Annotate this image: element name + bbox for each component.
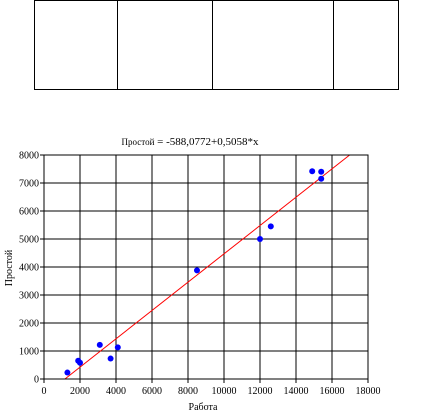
y-tick-label: 1000: [19, 347, 39, 358]
data-point: [194, 267, 200, 274]
data-points: [64, 168, 325, 376]
data-point: [77, 359, 83, 366]
data-point: [257, 236, 263, 242]
data-point: [114, 344, 121, 351]
data-point: [64, 369, 71, 376]
y-tick-label: 8000: [19, 151, 39, 162]
x-tick-label: 2000: [70, 386, 90, 397]
x-tick-label: 4000: [106, 386, 126, 397]
table-row: [34, 0, 399, 90]
data-point: [107, 355, 114, 362]
x-tick-label: 8000: [178, 386, 198, 397]
grid: [43, 154, 369, 380]
y-tick-label: 5000: [19, 235, 39, 246]
chart-title: Простой = -588,0772+0,5058*x: [122, 136, 259, 148]
x-tick-label: 18000: [356, 386, 381, 397]
x-tick-label: 6000: [142, 386, 162, 397]
table-cell: [34, 0, 118, 90]
x-tick-label: 0: [42, 386, 47, 397]
y-tick-label: 0: [34, 375, 39, 386]
x-tick-labels: 0 2000 4000 6000 8000 10000 12000 14000 16000 180…: [42, 379, 381, 397]
chart-title-equation: = -588,0772+0,5058*x: [154, 136, 259, 148]
empty-table: [34, 0, 399, 90]
y-tick-label: 3000: [19, 291, 39, 302]
scatter-chart: Простой = -588,0772+0,5058*x 0 2000 4000 60…: [4, 136, 381, 413]
y-tick-label: 7000: [19, 179, 39, 190]
x-tick-label: 10000: [212, 386, 237, 397]
y-tick-label: 6000: [19, 207, 39, 218]
data-point: [318, 168, 325, 175]
data-point: [96, 341, 103, 348]
y-tick-label: 4000: [19, 263, 39, 274]
data-point: [309, 168, 316, 175]
y-tick-labels: 0 1000 2000 3000 4000 5000 6000 7000 8000: [19, 151, 44, 386]
chart-title-variable: Простой: [122, 137, 155, 147]
fit-line: [64, 154, 350, 380]
data-point: [267, 223, 274, 230]
y-axis-label: Простой: [4, 249, 15, 286]
y-tick-label: 2000: [19, 319, 39, 330]
x-tick-label: 14000: [284, 386, 309, 397]
table-cell: [212, 0, 334, 90]
data-point: [318, 175, 325, 182]
x-tick-label: 16000: [320, 386, 345, 397]
x-tick-label: 12000: [248, 386, 273, 397]
x-axis-label: Работа: [189, 402, 218, 413]
table-cell: [333, 0, 399, 90]
table-cell: [117, 0, 213, 90]
